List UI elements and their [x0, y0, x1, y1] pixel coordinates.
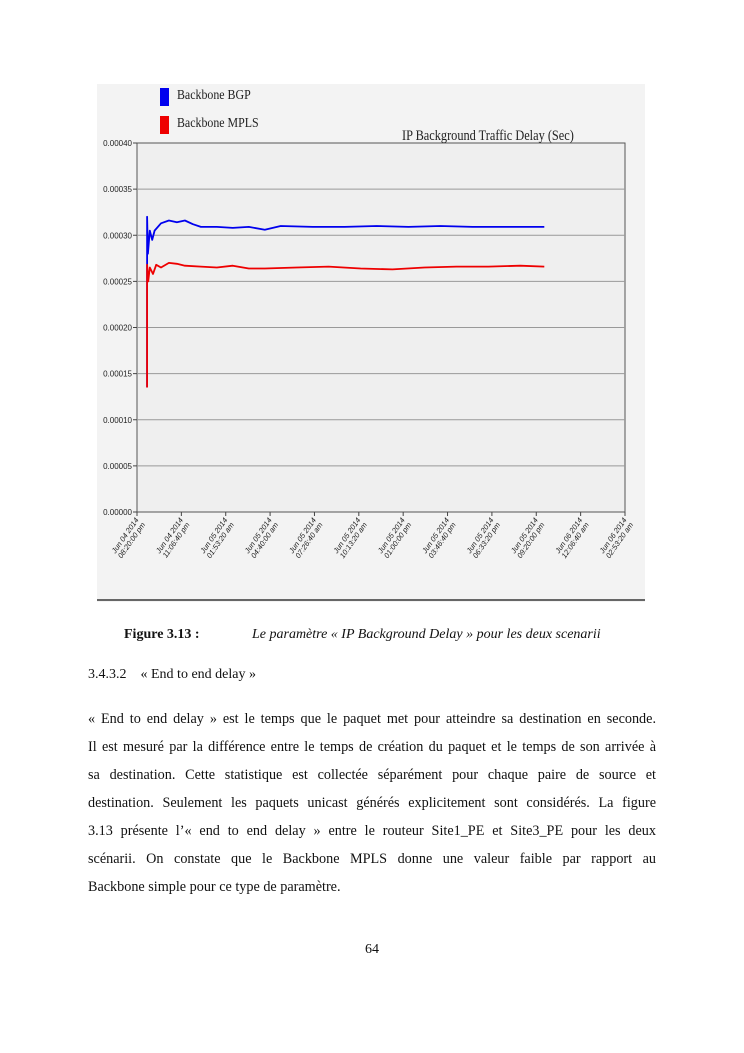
- x-tick-label: Jun 04 201408:20:00 pm: [109, 516, 147, 560]
- section-heading: 3.4.3.2 « End to end delay »: [88, 667, 270, 683]
- x-tick-label: Jun 05 201404:40:00 am: [242, 516, 280, 560]
- legend-label-bgp: Backbone BGP: [177, 88, 251, 103]
- series-line-bgp: [146, 215, 545, 388]
- section-number: 3.4.3.2: [88, 667, 127, 682]
- x-tick-label: Jun 05 201401:00:00 pm: [375, 516, 413, 560]
- figure-caption-label: Figure 3.13 :: [124, 627, 200, 642]
- paragraph-line: 3.13 présente l’« end to end delay » ent…: [88, 823, 656, 839]
- x-tick-label: Jun 05 201407:26:40 am: [286, 516, 324, 560]
- paragraph-line: Il est mesuré par la différence entre le…: [88, 739, 656, 755]
- y-tick-label: 0.00015: [103, 370, 132, 379]
- y-tick-label: 0.00035: [103, 185, 132, 194]
- figure-caption-text: Le paramètre « IP Background Delay » pou…: [252, 627, 601, 642]
- chart-figure: 0.00000 0.00005 0.00010 0.00015 0.00020 0.000…: [97, 84, 645, 602]
- paragraph-line: sa destination. Cette statistique est co…: [88, 767, 656, 783]
- section-title: « End to end delay »: [140, 667, 256, 682]
- x-tick-label: Jun 06 201402:53:20 am: [597, 516, 635, 560]
- paragraph-line: scénarii. On constate que le Backbone MP…: [88, 851, 656, 867]
- series-line-mpls: [146, 261, 545, 388]
- x-tick-label: Jun 05 201406:33:20 pm: [464, 516, 502, 560]
- y-tick-label: 0.00005: [103, 462, 132, 471]
- y-tick-label: 0.00000: [103, 508, 132, 517]
- x-tick-label: Jun 05 201403:46:40 pm: [420, 516, 458, 560]
- legend-swatch-mpls: [160, 116, 169, 134]
- x-tick-label: Jun 06 201412:06:40 am: [553, 516, 591, 560]
- y-tick-label: 0.00020: [103, 324, 132, 333]
- paragraph-line: destination. Seulement les paquets unica…: [88, 795, 656, 811]
- y-tick-label: 0.00010: [103, 416, 132, 425]
- chart-title: IP Background Traffic Delay (Sec): [402, 128, 574, 144]
- line-chart: 0.00000 0.00005 0.00010 0.00015 0.00020 0.000…: [97, 88, 645, 601]
- x-tick-label: Jun 05 201410:13:20 am: [331, 516, 369, 560]
- paragraph-line: « End to end delay » est le temps que le…: [88, 711, 656, 727]
- page-number: 64: [365, 942, 379, 957]
- y-tick-label: 0.00025: [103, 277, 132, 286]
- y-tick-label: 0.00030: [103, 231, 132, 240]
- body-paragraph: « End to end delay » est le temps que le…: [88, 709, 656, 905]
- x-tick-label: Jun 04 201411:06:40 pm: [153, 516, 191, 560]
- y-tick-label: 0.00040: [103, 139, 132, 148]
- paragraph-line: Backbone simple pour ce type de paramètr…: [88, 879, 341, 895]
- legend-label-mpls: Backbone MPLS: [177, 116, 259, 131]
- legend-swatch-bgp: [160, 88, 169, 106]
- x-tick-label: Jun 05 201409:20:00 pm: [508, 516, 546, 560]
- x-tick-label: Jun 05 201401:53:20 am: [198, 516, 236, 560]
